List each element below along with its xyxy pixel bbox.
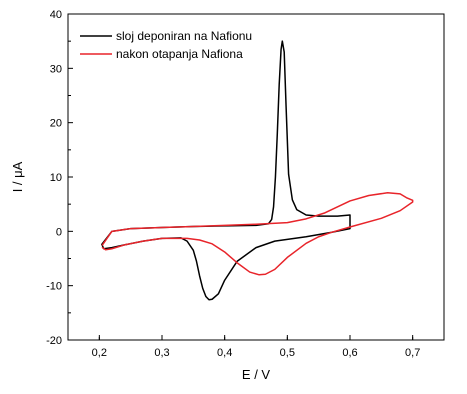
x-tick-label: 0,3 xyxy=(154,347,169,359)
y-tick-label: 30 xyxy=(50,63,62,75)
y-tick-label: 0 xyxy=(56,226,62,238)
x-tick-label: 0,6 xyxy=(342,347,357,359)
y-tick-label: -20 xyxy=(46,335,62,347)
x-tick-label: 0,2 xyxy=(92,347,107,359)
legend-label-series-2: nakon otapanja Nafiona xyxy=(116,47,243,61)
y-tick-label: 20 xyxy=(50,118,62,130)
legend-label-series-1: sloj deponiran na Nafionu xyxy=(116,29,252,43)
x-tick-label: 0,4 xyxy=(217,347,232,359)
y-tick-label: -10 xyxy=(46,281,62,293)
x-axis-title: E / V xyxy=(242,367,271,382)
x-tick-label: 0,7 xyxy=(405,347,420,359)
y-tick-label: 10 xyxy=(50,172,62,184)
y-axis-title: I / μA xyxy=(10,161,25,192)
axis-tick-labels: 0,2 0,3 0,4 0,5 0,6 0,7 -20 -10 0 10 20 30 40 xyxy=(46,9,420,359)
series-line-1 xyxy=(101,40,351,301)
plot-frame xyxy=(67,13,445,341)
series-line-2 xyxy=(101,192,414,276)
legend: sloj deponiran na Nafionu nakon otapanja… xyxy=(80,29,252,61)
series-layer xyxy=(101,40,414,301)
y-tick-label: 40 xyxy=(50,9,62,21)
axis-ticks xyxy=(68,13,414,341)
x-tick-label: 0,5 xyxy=(280,347,295,359)
